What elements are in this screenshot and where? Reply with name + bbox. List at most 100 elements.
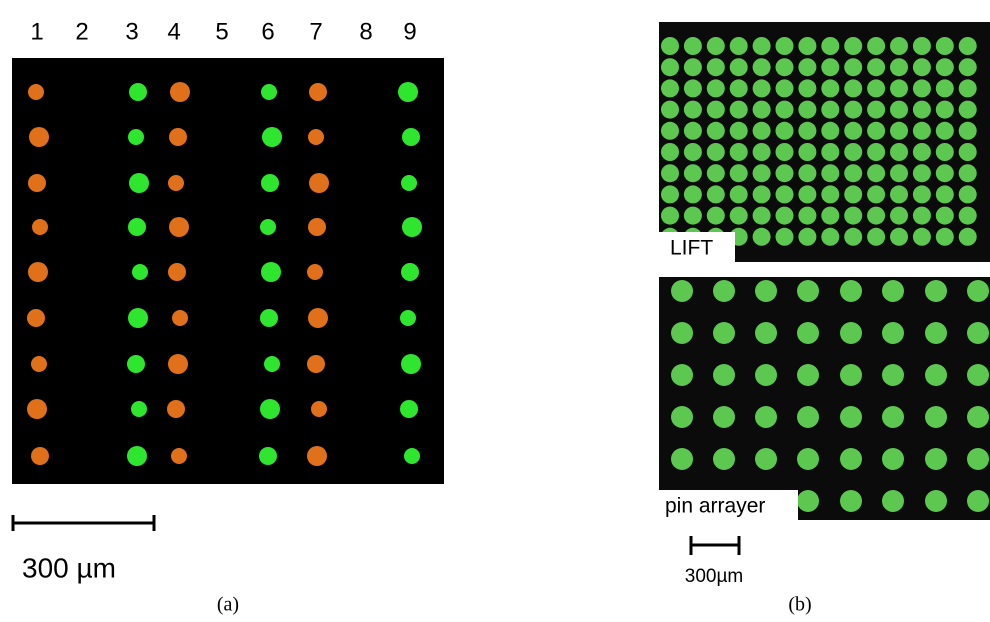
spot	[775, 143, 794, 161]
spot	[755, 280, 777, 302]
column-label: 6	[261, 18, 274, 45]
spot	[882, 322, 904, 344]
spot	[671, 364, 693, 386]
spot	[729, 58, 748, 77]
spot	[683, 79, 702, 98]
column-label: 9	[403, 18, 416, 45]
spot	[308, 308, 328, 328]
spot	[729, 79, 748, 98]
spot	[775, 121, 794, 140]
spot	[958, 79, 977, 98]
spot	[867, 121, 886, 140]
spot	[398, 82, 418, 102]
spot	[925, 322, 947, 344]
spot	[958, 37, 977, 55]
spot	[840, 322, 862, 344]
column-label: 7	[309, 18, 322, 45]
spot	[890, 121, 908, 140]
spot	[890, 185, 908, 204]
spot	[706, 185, 725, 204]
spot	[671, 406, 693, 428]
spot	[168, 175, 184, 191]
spot	[261, 174, 279, 192]
spot	[844, 164, 863, 183]
spot	[169, 217, 189, 237]
spot	[844, 143, 863, 161]
spot	[967, 448, 989, 470]
spot	[958, 121, 977, 140]
spot	[775, 58, 794, 77]
spot	[713, 280, 735, 302]
spot	[132, 264, 148, 280]
spot	[844, 58, 863, 77]
spot	[925, 280, 947, 302]
spot	[890, 227, 908, 246]
spot	[775, 100, 794, 119]
panel-b-bottom-image	[659, 277, 990, 520]
label-box	[659, 490, 798, 520]
spot	[729, 206, 748, 225]
spot	[890, 100, 908, 119]
spot	[729, 185, 748, 204]
spot	[401, 263, 419, 281]
spot	[713, 322, 735, 344]
spot	[127, 355, 145, 373]
spot	[840, 406, 862, 428]
spot	[840, 364, 862, 386]
spot	[706, 37, 725, 55]
spot	[713, 406, 735, 428]
spot	[168, 354, 188, 374]
spot	[706, 100, 725, 119]
panel-a-spots	[27, 82, 422, 466]
spot	[127, 446, 147, 466]
spot	[935, 100, 954, 119]
spot	[821, 58, 840, 77]
spot	[400, 400, 418, 418]
spot	[935, 227, 954, 246]
spot	[661, 100, 679, 119]
spot	[935, 164, 954, 183]
spot	[925, 448, 947, 470]
spot	[128, 129, 144, 145]
spot	[798, 37, 817, 55]
spot	[912, 79, 931, 98]
spot	[912, 164, 931, 183]
spot	[798, 185, 817, 204]
spot	[775, 164, 794, 183]
spot	[706, 58, 725, 77]
spot	[169, 128, 187, 146]
spot	[967, 406, 989, 428]
spot	[752, 100, 771, 119]
spot	[752, 185, 771, 204]
panel-b-top-image	[659, 22, 990, 262]
spot	[671, 448, 693, 470]
spot	[661, 121, 679, 140]
spot	[840, 448, 862, 470]
spot	[797, 406, 819, 428]
panel-a-column-labels: 1 2 3 4 5 6 7 8 9	[30, 18, 416, 45]
spot	[775, 227, 794, 246]
panel-a-caption: (a)	[217, 594, 239, 616]
spot	[867, 100, 886, 119]
spot	[935, 185, 954, 204]
spot	[755, 406, 777, 428]
spot	[661, 58, 679, 77]
spot	[661, 185, 679, 204]
spot	[890, 58, 908, 77]
spot	[128, 218, 146, 236]
spot	[28, 262, 48, 282]
spot	[821, 227, 840, 246]
spot	[755, 364, 777, 386]
spot	[882, 364, 904, 386]
spot	[797, 448, 819, 470]
spot	[935, 58, 954, 77]
spot	[729, 164, 748, 183]
spot	[729, 143, 748, 161]
spot	[890, 37, 908, 55]
spot	[958, 143, 977, 161]
panel-a-scale-label: 300 µm	[22, 552, 116, 583]
spot	[821, 79, 840, 98]
spot	[867, 206, 886, 225]
spot	[706, 79, 725, 98]
spot	[729, 100, 748, 119]
